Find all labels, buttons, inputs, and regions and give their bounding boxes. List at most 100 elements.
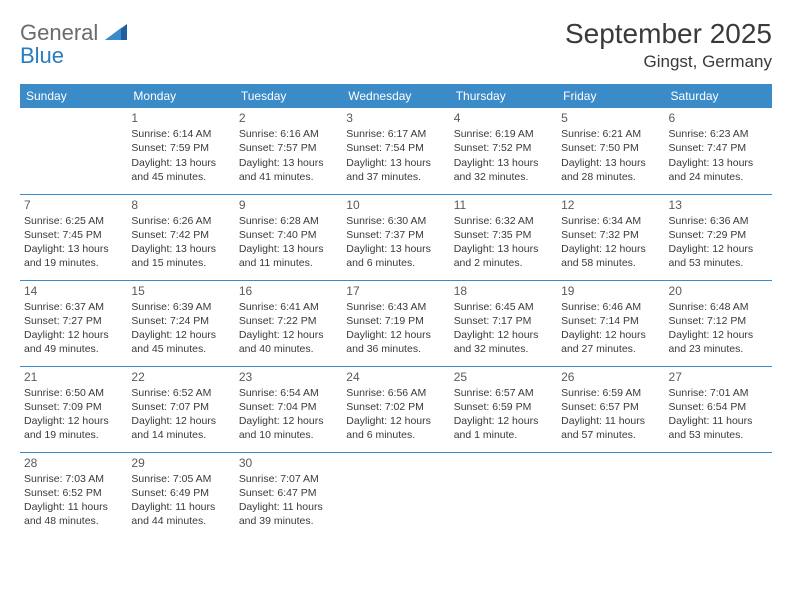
sunset-line: Sunset: 6:54 PM <box>669 400 768 414</box>
calendar-cell: 23Sunrise: 6:54 AMSunset: 7:04 PMDayligh… <box>235 366 342 452</box>
sunrise-line: Sunrise: 6:19 AM <box>454 127 553 141</box>
sunrise-line: Sunrise: 6:14 AM <box>131 127 230 141</box>
calendar-cell <box>557 452 664 538</box>
daylight-line: Daylight: 13 hours and 6 minutes. <box>346 242 445 270</box>
calendar-table: SundayMondayTuesdayWednesdayThursdayFrid… <box>20 84 772 538</box>
logo: General Blue <box>20 18 127 67</box>
daylight-line: Daylight: 12 hours and 19 minutes. <box>24 414 123 442</box>
daylight-line: Daylight: 12 hours and 23 minutes. <box>669 328 768 356</box>
daylight-line: Daylight: 11 hours and 39 minutes. <box>239 500 338 528</box>
daylight-line: Daylight: 11 hours and 44 minutes. <box>131 500 230 528</box>
sunrise-line: Sunrise: 6:36 AM <box>669 214 768 228</box>
calendar-cell: 28Sunrise: 7:03 AMSunset: 6:52 PMDayligh… <box>20 452 127 538</box>
sunset-line: Sunset: 6:47 PM <box>239 486 338 500</box>
daylight-line: Daylight: 12 hours and 36 minutes. <box>346 328 445 356</box>
calendar-cell: 5Sunrise: 6:21 AMSunset: 7:50 PMDaylight… <box>557 108 664 194</box>
day-number: 17 <box>346 283 445 299</box>
calendar-row: 14Sunrise: 6:37 AMSunset: 7:27 PMDayligh… <box>20 280 772 366</box>
calendar-cell: 20Sunrise: 6:48 AMSunset: 7:12 PMDayligh… <box>665 280 772 366</box>
logo-text-block: General Blue <box>20 18 127 67</box>
daylight-line: Daylight: 12 hours and 14 minutes. <box>131 414 230 442</box>
daylight-line: Daylight: 13 hours and 2 minutes. <box>454 242 553 270</box>
daylight-line: Daylight: 12 hours and 49 minutes. <box>24 328 123 356</box>
sunset-line: Sunset: 7:40 PM <box>239 228 338 242</box>
daylight-line: Daylight: 13 hours and 28 minutes. <box>561 156 660 184</box>
day-number: 12 <box>561 197 660 213</box>
sunset-line: Sunset: 6:49 PM <box>131 486 230 500</box>
sunrise-line: Sunrise: 6:34 AM <box>561 214 660 228</box>
logo-general: General <box>20 20 98 45</box>
sunrise-line: Sunrise: 7:03 AM <box>24 472 123 486</box>
daylight-line: Daylight: 11 hours and 53 minutes. <box>669 414 768 442</box>
sunset-line: Sunset: 7:14 PM <box>561 314 660 328</box>
daylight-line: Daylight: 13 hours and 24 minutes. <box>669 156 768 184</box>
day-header-thursday: Thursday <box>450 84 557 108</box>
sunset-line: Sunset: 7:57 PM <box>239 141 338 155</box>
calendar-cell: 3Sunrise: 6:17 AMSunset: 7:54 PMDaylight… <box>342 108 449 194</box>
calendar-cell: 7Sunrise: 6:25 AMSunset: 7:45 PMDaylight… <box>20 194 127 280</box>
day-number: 23 <box>239 369 338 385</box>
day-number: 30 <box>239 455 338 471</box>
sunrise-line: Sunrise: 6:25 AM <box>24 214 123 228</box>
calendar-cell: 16Sunrise: 6:41 AMSunset: 7:22 PMDayligh… <box>235 280 342 366</box>
calendar-cell: 6Sunrise: 6:23 AMSunset: 7:47 PMDaylight… <box>665 108 772 194</box>
sunset-line: Sunset: 6:59 PM <box>454 400 553 414</box>
calendar-cell: 29Sunrise: 7:05 AMSunset: 6:49 PMDayligh… <box>127 452 234 538</box>
sunrise-line: Sunrise: 6:32 AM <box>454 214 553 228</box>
calendar-cell: 14Sunrise: 6:37 AMSunset: 7:27 PMDayligh… <box>20 280 127 366</box>
daylight-line: Daylight: 12 hours and 6 minutes. <box>346 414 445 442</box>
day-number: 3 <box>346 110 445 126</box>
day-number: 29 <box>131 455 230 471</box>
day-header-tuesday: Tuesday <box>235 84 342 108</box>
day-header-sunday: Sunday <box>20 84 127 108</box>
day-number: 1 <box>131 110 230 126</box>
sunrise-line: Sunrise: 6:48 AM <box>669 300 768 314</box>
sunset-line: Sunset: 7:17 PM <box>454 314 553 328</box>
sunrise-line: Sunrise: 6:17 AM <box>346 127 445 141</box>
daylight-line: Daylight: 13 hours and 19 minutes. <box>24 242 123 270</box>
month-title: September 2025 <box>565 18 772 50</box>
sunset-line: Sunset: 6:57 PM <box>561 400 660 414</box>
day-number: 24 <box>346 369 445 385</box>
calendar-cell: 17Sunrise: 6:43 AMSunset: 7:19 PMDayligh… <box>342 280 449 366</box>
daylight-line: Daylight: 13 hours and 41 minutes. <box>239 156 338 184</box>
sunset-line: Sunset: 7:52 PM <box>454 141 553 155</box>
day-number: 16 <box>239 283 338 299</box>
sunrise-line: Sunrise: 6:41 AM <box>239 300 338 314</box>
sunrise-line: Sunrise: 7:07 AM <box>239 472 338 486</box>
day-number: 25 <box>454 369 553 385</box>
calendar-cell: 19Sunrise: 6:46 AMSunset: 7:14 PMDayligh… <box>557 280 664 366</box>
day-number: 20 <box>669 283 768 299</box>
sunset-line: Sunset: 7:19 PM <box>346 314 445 328</box>
sunset-line: Sunset: 7:09 PM <box>24 400 123 414</box>
sunrise-line: Sunrise: 6:21 AM <box>561 127 660 141</box>
day-number: 26 <box>561 369 660 385</box>
daylight-line: Daylight: 12 hours and 27 minutes. <box>561 328 660 356</box>
location: Gingst, Germany <box>565 52 772 72</box>
sunrise-line: Sunrise: 6:43 AM <box>346 300 445 314</box>
day-number: 28 <box>24 455 123 471</box>
daylight-line: Daylight: 13 hours and 15 minutes. <box>131 242 230 270</box>
daylight-line: Daylight: 12 hours and 58 minutes. <box>561 242 660 270</box>
day-number: 6 <box>669 110 768 126</box>
calendar-cell: 9Sunrise: 6:28 AMSunset: 7:40 PMDaylight… <box>235 194 342 280</box>
sunset-line: Sunset: 7:12 PM <box>669 314 768 328</box>
sunrise-line: Sunrise: 6:23 AM <box>669 127 768 141</box>
sunset-line: Sunset: 7:35 PM <box>454 228 553 242</box>
calendar-cell: 8Sunrise: 6:26 AMSunset: 7:42 PMDaylight… <box>127 194 234 280</box>
sunrise-line: Sunrise: 6:56 AM <box>346 386 445 400</box>
sunset-line: Sunset: 7:07 PM <box>131 400 230 414</box>
calendar-cell <box>665 452 772 538</box>
sunrise-line: Sunrise: 6:45 AM <box>454 300 553 314</box>
daylight-line: Daylight: 12 hours and 10 minutes. <box>239 414 338 442</box>
sunrise-line: Sunrise: 6:39 AM <box>131 300 230 314</box>
sunrise-line: Sunrise: 6:54 AM <box>239 386 338 400</box>
daylight-line: Daylight: 12 hours and 53 minutes. <box>669 242 768 270</box>
sunset-line: Sunset: 7:02 PM <box>346 400 445 414</box>
sunset-line: Sunset: 7:04 PM <box>239 400 338 414</box>
day-number: 13 <box>669 197 768 213</box>
calendar-cell <box>20 108 127 194</box>
sunrise-line: Sunrise: 6:37 AM <box>24 300 123 314</box>
header: General Blue September 2025 Gingst, Germ… <box>20 18 772 72</box>
calendar-cell: 12Sunrise: 6:34 AMSunset: 7:32 PMDayligh… <box>557 194 664 280</box>
